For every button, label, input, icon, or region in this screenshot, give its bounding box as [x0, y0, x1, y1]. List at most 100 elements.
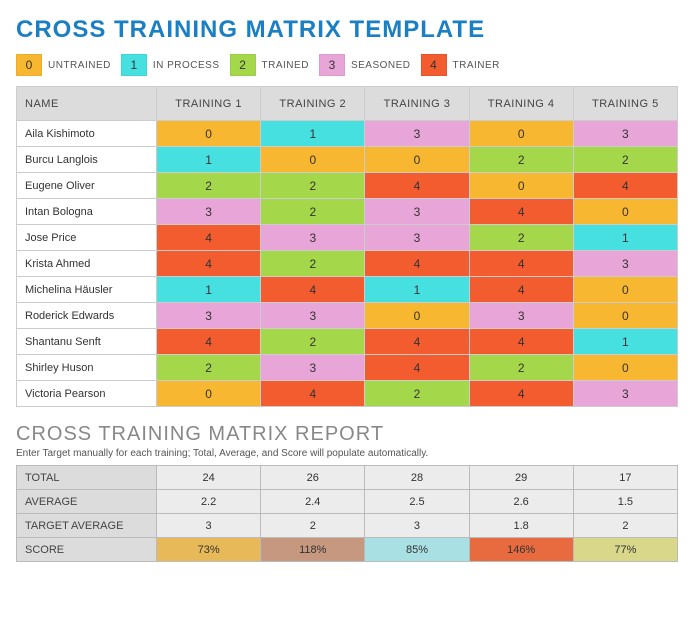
name-cell: Shantanu Senft [17, 329, 157, 355]
value-cell: 4 [157, 251, 261, 277]
table-row: Krista Ahmed42443 [17, 251, 678, 277]
report-cell: 3 [157, 514, 261, 538]
value-cell: 3 [261, 355, 365, 381]
score-cell: 146% [469, 538, 573, 562]
value-cell: 4 [469, 329, 573, 355]
table-row: Eugene Oliver22404 [17, 173, 678, 199]
score-row: SCORE73%118%85%146%77% [17, 538, 678, 562]
report-table: TOTAL2426282917AVERAGE2.22.42.52.61.5TAR… [16, 465, 678, 562]
report-cell: 2 [261, 514, 365, 538]
value-cell: 0 [573, 277, 677, 303]
value-cell: 3 [573, 251, 677, 277]
name-cell: Krista Ahmed [17, 251, 157, 277]
page-title: CROSS TRAINING MATRIX TEMPLATE [16, 16, 678, 44]
value-cell: 3 [365, 225, 469, 251]
value-cell: 2 [261, 251, 365, 277]
score-cell: 85% [365, 538, 469, 562]
score-label: SCORE [17, 538, 157, 562]
col-header-name: NAME [17, 87, 157, 121]
training-matrix-table: NAMETRAINING 1TRAINING 2TRAINING 3TRAINI… [16, 86, 678, 407]
legend-value: 4 [421, 54, 447, 76]
report-cell: 2.5 [365, 490, 469, 514]
col-header: TRAINING 3 [365, 87, 469, 121]
report-cell: 29 [469, 466, 573, 490]
report-row-label: TOTAL [17, 466, 157, 490]
value-cell: 4 [469, 199, 573, 225]
report-cell: 3 [365, 514, 469, 538]
value-cell: 0 [573, 303, 677, 329]
legend-item: 3SEASONED [319, 54, 411, 76]
value-cell: 4 [365, 355, 469, 381]
value-cell: 4 [365, 173, 469, 199]
value-cell: 2 [157, 355, 261, 381]
value-cell: 1 [365, 277, 469, 303]
value-cell: 4 [469, 277, 573, 303]
value-cell: 0 [573, 199, 677, 225]
value-cell: 0 [365, 147, 469, 173]
value-cell: 0 [469, 173, 573, 199]
value-cell: 2 [365, 381, 469, 407]
report-row-label: AVERAGE [17, 490, 157, 514]
legend-label: IN PROCESS [153, 60, 220, 71]
table-row: Intan Bologna32340 [17, 199, 678, 225]
name-cell: Intan Bologna [17, 199, 157, 225]
col-header: TRAINING 4 [469, 87, 573, 121]
table-row: Aila Kishimoto01303 [17, 121, 678, 147]
value-cell: 0 [573, 355, 677, 381]
name-cell: Burcu Langlois [17, 147, 157, 173]
report-cell: 1.5 [573, 490, 677, 514]
table-row: Shantanu Senft42441 [17, 329, 678, 355]
report-subtitle: Enter Target manually for each training;… [16, 448, 678, 459]
value-cell: 0 [261, 147, 365, 173]
report-cell: 2 [573, 514, 677, 538]
report-cell: 28 [365, 466, 469, 490]
col-header: TRAINING 2 [261, 87, 365, 121]
value-cell: 1 [157, 147, 261, 173]
legend-item: 1 IN PROCESS [121, 54, 220, 76]
value-cell: 0 [157, 381, 261, 407]
name-cell: Roderick Edwards [17, 303, 157, 329]
name-cell: Victoria Pearson [17, 381, 157, 407]
value-cell: 1 [157, 277, 261, 303]
report-cell: 26 [261, 466, 365, 490]
legend-item: 4TRAINER [421, 54, 500, 76]
value-cell: 4 [365, 329, 469, 355]
value-cell: 2 [573, 147, 677, 173]
col-header: TRAINING 1 [157, 87, 261, 121]
value-cell: 1 [573, 329, 677, 355]
name-cell: Aila Kishimoto [17, 121, 157, 147]
legend-item: 2TRAINED [230, 54, 309, 76]
value-cell: 2 [469, 225, 573, 251]
table-row: Victoria Pearson04243 [17, 381, 678, 407]
value-cell: 2 [469, 147, 573, 173]
table-row: Shirley Huson23420 [17, 355, 678, 381]
value-cell: 4 [469, 381, 573, 407]
legend-label: UNTRAINED [48, 60, 111, 71]
value-cell: 3 [261, 303, 365, 329]
value-cell: 4 [261, 381, 365, 407]
value-cell: 2 [157, 173, 261, 199]
value-cell: 2 [261, 173, 365, 199]
name-cell: Jose Price [17, 225, 157, 251]
value-cell: 4 [573, 173, 677, 199]
value-cell: 1 [261, 121, 365, 147]
score-cell: 118% [261, 538, 365, 562]
legend-value: 3 [319, 54, 345, 76]
legend-value: 1 [121, 54, 147, 76]
value-cell: 1 [573, 225, 677, 251]
table-row: Michelina Häusler14140 [17, 277, 678, 303]
table-row: Jose Price43321 [17, 225, 678, 251]
value-cell: 3 [573, 381, 677, 407]
report-cell: 1.8 [469, 514, 573, 538]
report-title: CROSS TRAINING MATRIX REPORT [16, 423, 678, 446]
name-cell: Michelina Häusler [17, 277, 157, 303]
value-cell: 4 [365, 251, 469, 277]
score-cell: 73% [157, 538, 261, 562]
report-cell: 2.4 [261, 490, 365, 514]
value-cell: 0 [157, 121, 261, 147]
value-cell: 3 [365, 121, 469, 147]
value-cell: 4 [157, 329, 261, 355]
value-cell: 3 [157, 303, 261, 329]
legend-item: 0UNTRAINED [16, 54, 111, 76]
value-cell: 0 [469, 121, 573, 147]
